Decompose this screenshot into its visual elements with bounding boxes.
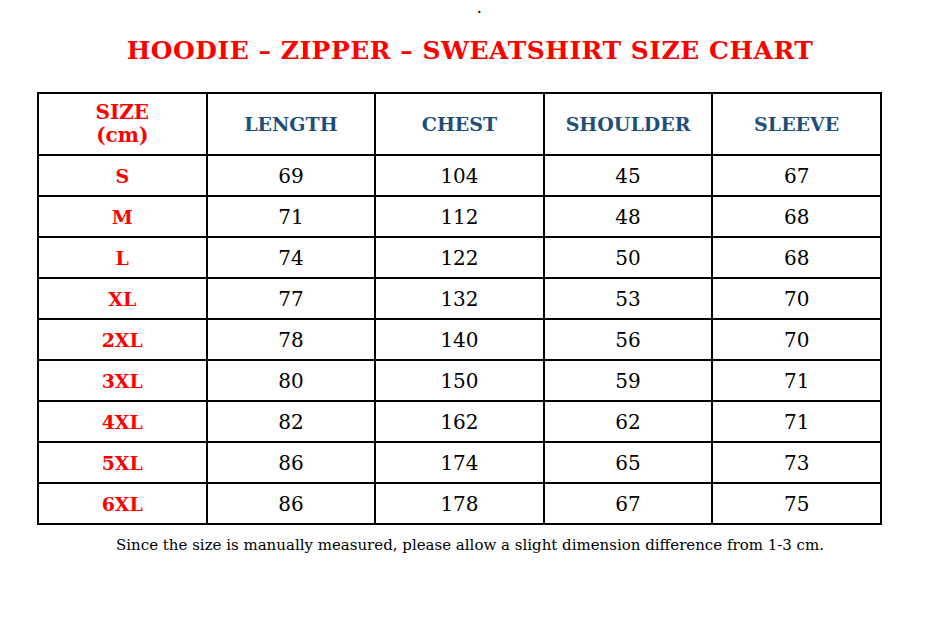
size-cell: S [38, 155, 207, 196]
length-cell: 80 [207, 360, 376, 401]
length-cell: 86 [207, 483, 376, 524]
size-cell: 4XL [38, 401, 207, 442]
chest-cell: 104 [375, 155, 544, 196]
column-header-shoulder: SHOULDER [544, 93, 713, 155]
column-header-sleeve: SLEEVE [712, 93, 881, 155]
table-row-6xl: 6XL 86 178 67 75 [38, 483, 881, 524]
sleeve-cell: 70 [712, 319, 881, 360]
size-chart-table: SIZE (cm) LENGTH CHEST SHOULDER SLEEVE S… [37, 92, 882, 525]
table-row-2xl: 2XL 78 140 56 70 [38, 319, 881, 360]
length-cell: 74 [207, 237, 376, 278]
column-header-length: LENGTH [207, 93, 376, 155]
chest-cell: 122 [375, 237, 544, 278]
measurement-disclaimer: Since the size is manually measured, ple… [0, 536, 940, 554]
length-cell: 78 [207, 319, 376, 360]
size-cell: 2XL [38, 319, 207, 360]
page-title: HOODIE – ZIPPER – SWEATSHIRT SIZE CHART [0, 36, 940, 65]
table-row-3xl: 3XL 80 150 59 71 [38, 360, 881, 401]
sleeve-cell: 68 [712, 196, 881, 237]
sleeve-cell: 70 [712, 278, 881, 319]
column-header-chest: CHEST [375, 93, 544, 155]
table-row-4xl: 4XL 82 162 62 71 [38, 401, 881, 442]
chest-cell: 174 [375, 442, 544, 483]
size-cell: L [38, 237, 207, 278]
size-cell: XL [38, 278, 207, 319]
stray-dot-mark: . [477, 2, 482, 15]
column-header-size: SIZE (cm) [38, 93, 207, 155]
length-cell: 82 [207, 401, 376, 442]
shoulder-cell: 65 [544, 442, 713, 483]
chest-cell: 132 [375, 278, 544, 319]
table-body: S 69 104 45 67 M 71 112 48 68 L 74 122 5… [38, 155, 881, 524]
sleeve-cell: 68 [712, 237, 881, 278]
length-cell: 69 [207, 155, 376, 196]
chest-cell: 112 [375, 196, 544, 237]
shoulder-cell: 50 [544, 237, 713, 278]
shoulder-cell: 48 [544, 196, 713, 237]
sleeve-cell: 71 [712, 360, 881, 401]
table-row-l: L 74 122 50 68 [38, 237, 881, 278]
size-cell: M [38, 196, 207, 237]
chest-cell: 162 [375, 401, 544, 442]
length-cell: 71 [207, 196, 376, 237]
chest-cell: 178 [375, 483, 544, 524]
chest-cell: 150 [375, 360, 544, 401]
size-cell: 3XL [38, 360, 207, 401]
shoulder-cell: 45 [544, 155, 713, 196]
table-row-s: S 69 104 45 67 [38, 155, 881, 196]
shoulder-cell: 53 [544, 278, 713, 319]
chest-cell: 140 [375, 319, 544, 360]
shoulder-cell: 62 [544, 401, 713, 442]
shoulder-cell: 56 [544, 319, 713, 360]
length-cell: 86 [207, 442, 376, 483]
sleeve-cell: 67 [712, 155, 881, 196]
table-row-xl: XL 77 132 53 70 [38, 278, 881, 319]
sleeve-cell: 71 [712, 401, 881, 442]
header-row: SIZE (cm) LENGTH CHEST SHOULDER SLEEVE [38, 93, 881, 155]
shoulder-cell: 59 [544, 360, 713, 401]
table-header: SIZE (cm) LENGTH CHEST SHOULDER SLEEVE [38, 93, 881, 155]
sleeve-cell: 75 [712, 483, 881, 524]
size-cell: 5XL [38, 442, 207, 483]
table-row-5xl: 5XL 86 174 65 73 [38, 442, 881, 483]
shoulder-cell: 67 [544, 483, 713, 524]
size-cell: 6XL [38, 483, 207, 524]
table-row-m: M 71 112 48 68 [38, 196, 881, 237]
sleeve-cell: 73 [712, 442, 881, 483]
length-cell: 77 [207, 278, 376, 319]
